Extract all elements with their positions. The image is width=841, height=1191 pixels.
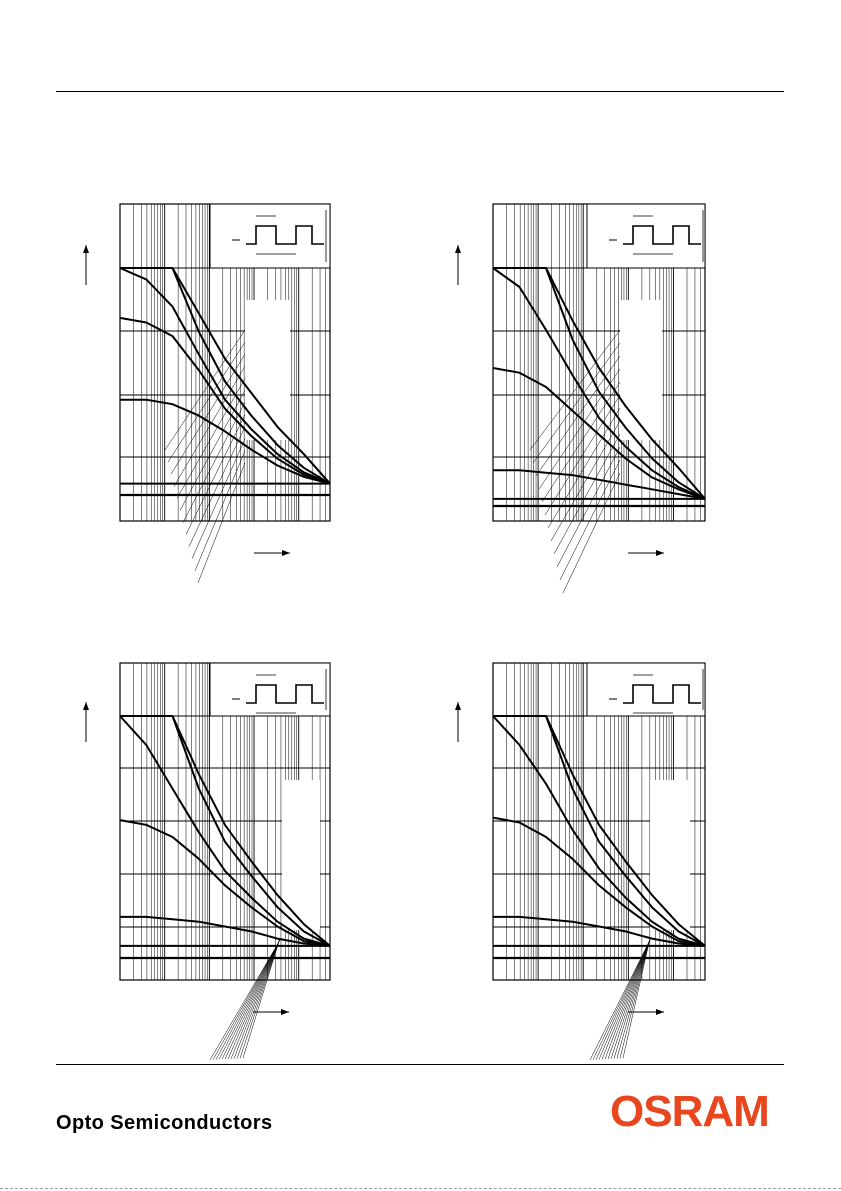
leader-line — [604, 939, 651, 1060]
leader-line — [619, 938, 651, 1059]
chart-frame — [119, 203, 331, 584]
y-axis-arrowhead — [83, 245, 89, 253]
chart-bottom-right — [455, 662, 706, 1061]
leader-line — [595, 939, 651, 1060]
chart-frame — [492, 203, 706, 594]
leader-line — [589, 939, 651, 1061]
leader-line — [233, 938, 281, 1059]
label-area — [620, 300, 662, 440]
osram-logo: OSRAM — [610, 1087, 770, 1136]
data-series-curve — [492, 367, 706, 500]
chart-top-right — [455, 203, 706, 594]
leader-line — [188, 426, 246, 547]
company-line: Opto Semiconductors — [56, 1112, 273, 1134]
leader-line — [221, 939, 281, 1060]
leader-line — [559, 459, 621, 581]
leader-line — [185, 414, 246, 535]
y-axis-arrowhead — [455, 702, 461, 710]
data-series-curve — [120, 715, 331, 947]
leader-line — [592, 939, 651, 1060]
leader-line — [622, 938, 651, 1059]
leader-line — [607, 938, 651, 1060]
pulse-inset-box — [209, 203, 331, 269]
footer-rule — [56, 1064, 784, 1065]
label-area — [245, 300, 290, 440]
x-axis-arrowhead — [656, 550, 664, 556]
chart-frame — [492, 662, 706, 1061]
leader-line — [224, 939, 281, 1060]
leader-line — [544, 394, 621, 516]
label-area — [650, 780, 690, 930]
leader-line — [553, 433, 621, 555]
y-axis-arrowhead — [455, 245, 461, 253]
data-series-curve — [492, 816, 706, 947]
x-axis-arrowhead — [656, 1009, 664, 1015]
pulse-inset-box — [586, 662, 706, 717]
leader-line — [598, 939, 651, 1060]
leader-line — [167, 341, 246, 463]
leader-line — [613, 938, 651, 1059]
leader-line — [532, 342, 621, 464]
leader-line — [179, 390, 246, 511]
page-edge-line — [0, 1188, 841, 1189]
chart-top-left — [83, 203, 331, 584]
leader-line — [610, 938, 651, 1059]
leader-line — [209, 939, 281, 1061]
data-series-curve — [120, 267, 331, 485]
data-series-curve — [493, 267, 706, 500]
chart-bottom-left — [83, 662, 331, 1061]
data-series-curve — [119, 715, 331, 947]
data-series-curve — [119, 316, 331, 485]
x-axis-arrowhead — [281, 1009, 289, 1015]
data-series-curve — [493, 715, 706, 947]
x-axis-arrowhead — [282, 550, 290, 556]
data-series-curve — [119, 267, 331, 485]
leader-line — [562, 472, 621, 594]
leader-line — [227, 938, 281, 1060]
leader-line — [242, 938, 281, 1059]
leader-line — [173, 366, 246, 487]
data-series-curve — [492, 715, 706, 947]
leader-line — [529, 329, 621, 451]
leader-line — [191, 438, 246, 559]
leader-line — [176, 378, 246, 499]
chart-frame — [119, 662, 331, 1061]
data-series-curve — [493, 915, 706, 947]
y-axis-arrowhead — [83, 702, 89, 710]
pulse-waveform — [246, 684, 324, 704]
leader-line — [215, 939, 281, 1060]
leader-line — [170, 354, 246, 475]
leader-line — [182, 402, 246, 523]
data-series-curve — [120, 398, 331, 485]
leader-line — [164, 329, 246, 451]
leader-line — [239, 938, 281, 1059]
leader-line — [616, 938, 651, 1059]
leader-line — [212, 939, 281, 1060]
leader-line — [236, 938, 281, 1059]
pulse-waveform — [623, 225, 701, 245]
leader-line — [194, 450, 246, 571]
leader-line — [538, 368, 621, 490]
pulse-inset-box — [209, 662, 331, 717]
pulse-waveform — [623, 684, 701, 704]
pulse-inset-box — [586, 203, 706, 269]
label-area — [282, 780, 320, 930]
leader-line — [218, 939, 281, 1060]
leader-line — [550, 420, 621, 542]
data-series-curve — [119, 819, 331, 947]
pulse-waveform — [246, 225, 324, 245]
leader-line — [601, 939, 651, 1060]
data-series-curve — [492, 267, 706, 500]
data-series-curve — [493, 469, 706, 500]
leader-line — [230, 938, 281, 1059]
leader-line — [556, 446, 621, 568]
data-series-curve — [120, 915, 331, 947]
header-rule — [56, 91, 784, 92]
